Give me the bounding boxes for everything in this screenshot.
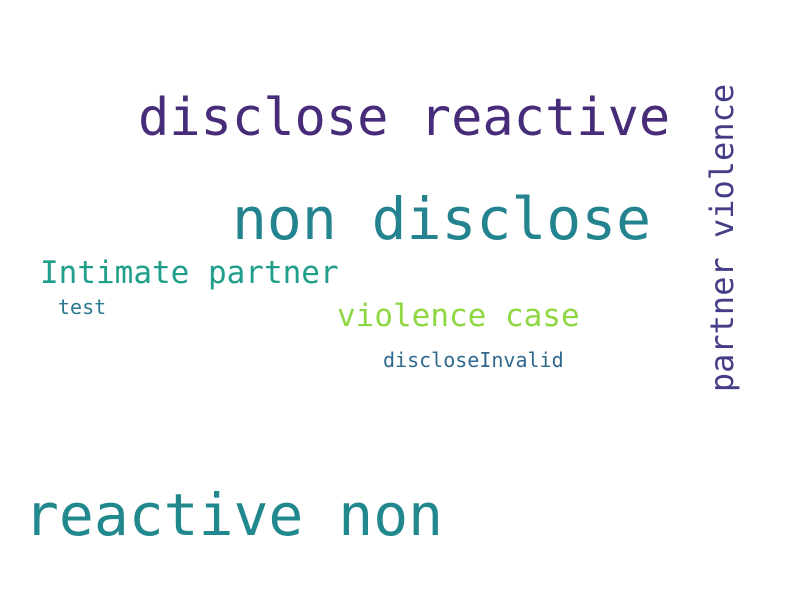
word-disclose-reactive: disclose reactive (138, 88, 671, 148)
word-partner-violence: partner violence (703, 83, 741, 393)
word-discloseinvalid: discloseInvalid (383, 348, 564, 372)
word-intimate-partner: Intimate partner (40, 255, 339, 291)
word-test: test (58, 295, 107, 319)
word-violence-case: violence case (337, 298, 580, 334)
word-non-disclose: non disclose (232, 185, 652, 253)
word-reactive-non: reactive non (24, 481, 444, 549)
